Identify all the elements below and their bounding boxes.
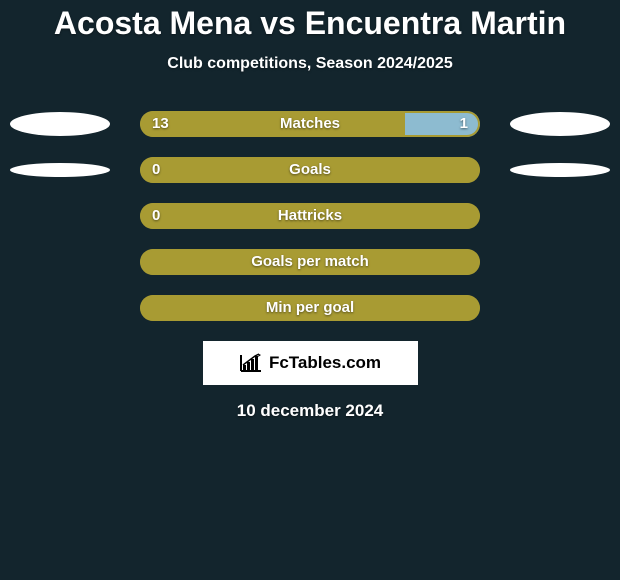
stat-row: Matches13 1 [0,111,620,137]
page-title: Acosta Mena vs Encuentra Martin [0,0,620,41]
bar-chart-icon [239,353,263,373]
date-text: 10 december 2024 [0,401,620,421]
stat-label: Hattricks [0,203,620,229]
stat-row: Goals0 [0,157,620,183]
stat-value-right: 1 [460,111,468,137]
stat-row: Min per goal [0,295,620,321]
stat-value-left: 0 [152,157,160,183]
stat-value-left: 0 [152,203,160,229]
stat-row: Goals per match [0,249,620,275]
stat-value-left: 13 [152,111,169,137]
stat-label: Min per goal [0,295,620,321]
stat-label: Goals per match [0,249,620,275]
subtitle: Club competitions, Season 2024/2025 [0,55,620,73]
stat-row: Hattricks0 [0,203,620,229]
logo-box[interactable]: FcTables.com [203,341,418,385]
logo-text: FcTables.com [269,353,381,373]
stat-rows: Matches131Goals0Hattricks0Goals per matc… [0,111,620,321]
comparison-card: Acosta Mena vs Encuentra Martin Club com… [0,0,620,580]
stat-label: Goals [0,157,620,183]
stat-label: Matches [0,111,620,137]
